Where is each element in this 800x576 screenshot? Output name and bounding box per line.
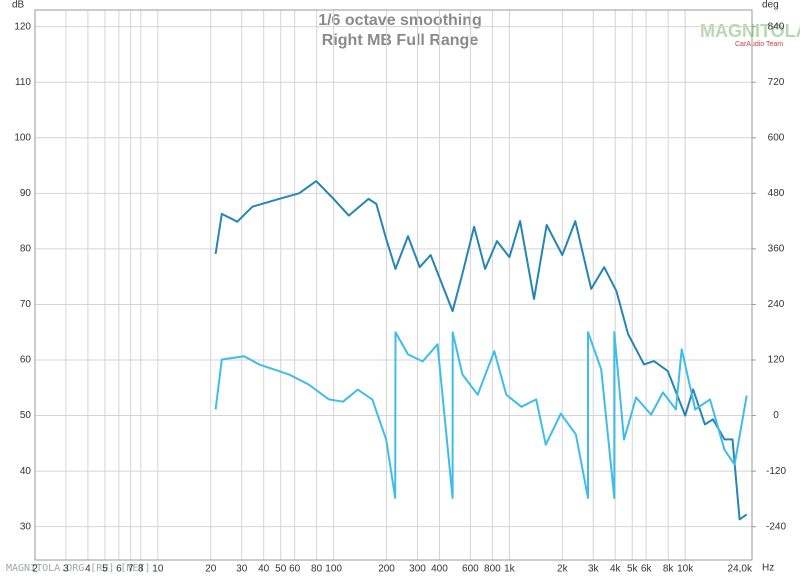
x-tick-label: 5 — [102, 564, 108, 575]
chart-title: 1/6 octave smoothing — [318, 12, 482, 29]
x-tick-label: 4k — [610, 564, 622, 575]
x-tick-label: 60 — [289, 564, 301, 575]
series-line — [214, 180, 748, 521]
x-tick-label: 100 — [325, 564, 342, 575]
y2-tick-label: 480 — [768, 188, 785, 199]
x-tick-label: 200 — [378, 564, 395, 575]
x-tick-label: 2 — [32, 564, 38, 575]
y2-tick-label: -120 — [766, 466, 786, 477]
x-tick-label: 400 — [431, 564, 448, 575]
y2-tick-label: 120 — [768, 355, 785, 366]
x-tick-label: 40 — [258, 564, 270, 575]
x-tick-label: 6 — [116, 564, 122, 575]
x-tick-label: 10 — [152, 564, 164, 575]
watermark: MAGNITOLA.ORG [RU] [NET] — [6, 563, 151, 574]
x-tick-label: 80 — [311, 564, 323, 575]
y2-tick-label: -240 — [766, 521, 786, 532]
y-tick-label: 80 — [20, 244, 32, 255]
y-tick-label: 60 — [20, 355, 32, 366]
y2-tick-label: 240 — [768, 299, 785, 310]
x-tick-label: 20 — [205, 564, 217, 575]
x-tick-label: 30 — [236, 564, 248, 575]
logo: MAGNITOLA — [700, 21, 800, 41]
y2-axis-label: deg — [762, 0, 779, 11]
x-tick-label: 800 — [484, 564, 501, 575]
y-tick-label: 90 — [20, 188, 32, 199]
y-tick-label: 30 — [20, 521, 32, 532]
y-axis-label: dB — [12, 0, 25, 11]
x-tick-label: 4 — [85, 564, 91, 575]
x-tick-label: 8k — [663, 564, 675, 575]
x-tick-label: 600 — [462, 564, 479, 575]
y-tick-label: 40 — [20, 466, 32, 477]
y-tick-label: 70 — [20, 299, 32, 310]
plot-frame — [34, 9, 753, 561]
x-tick-label: 3 — [63, 564, 69, 575]
y2-tick-label: 360 — [768, 244, 785, 255]
y2-tick-label: 720 — [768, 77, 785, 88]
x-axis-label: Hz — [762, 563, 774, 574]
y-tick-label: 110 — [15, 77, 31, 88]
x-tick-label: 7 — [128, 564, 134, 575]
x-tick-label: 24,0k — [728, 564, 753, 575]
x-tick-label: 8 — [138, 564, 144, 575]
series-line — [214, 331, 748, 499]
x-tick-label: 50 — [275, 564, 287, 575]
x-tick-label: 5k — [627, 564, 639, 575]
x-tick-label: 300 — [409, 564, 426, 575]
x-tick-label: 2k — [557, 564, 569, 575]
x-tick-label: 1k — [504, 564, 516, 575]
y-tick-label: 100 — [14, 132, 31, 143]
y2-tick-label: 600 — [768, 132, 785, 143]
logo-subtitle: CarAudio Team — [735, 41, 783, 48]
y-tick-label: 50 — [20, 410, 32, 421]
x-tick-label: 10k — [677, 564, 694, 575]
y2-tick-label: 840 — [768, 21, 785, 32]
x-tick-label: 6k — [641, 564, 653, 575]
y2-tick-label: 0 — [773, 410, 779, 421]
chart-subtitle: Right MB Full Range — [322, 32, 479, 49]
y-tick-label: 120 — [14, 21, 31, 32]
x-tick-label: 3k — [588, 564, 600, 575]
